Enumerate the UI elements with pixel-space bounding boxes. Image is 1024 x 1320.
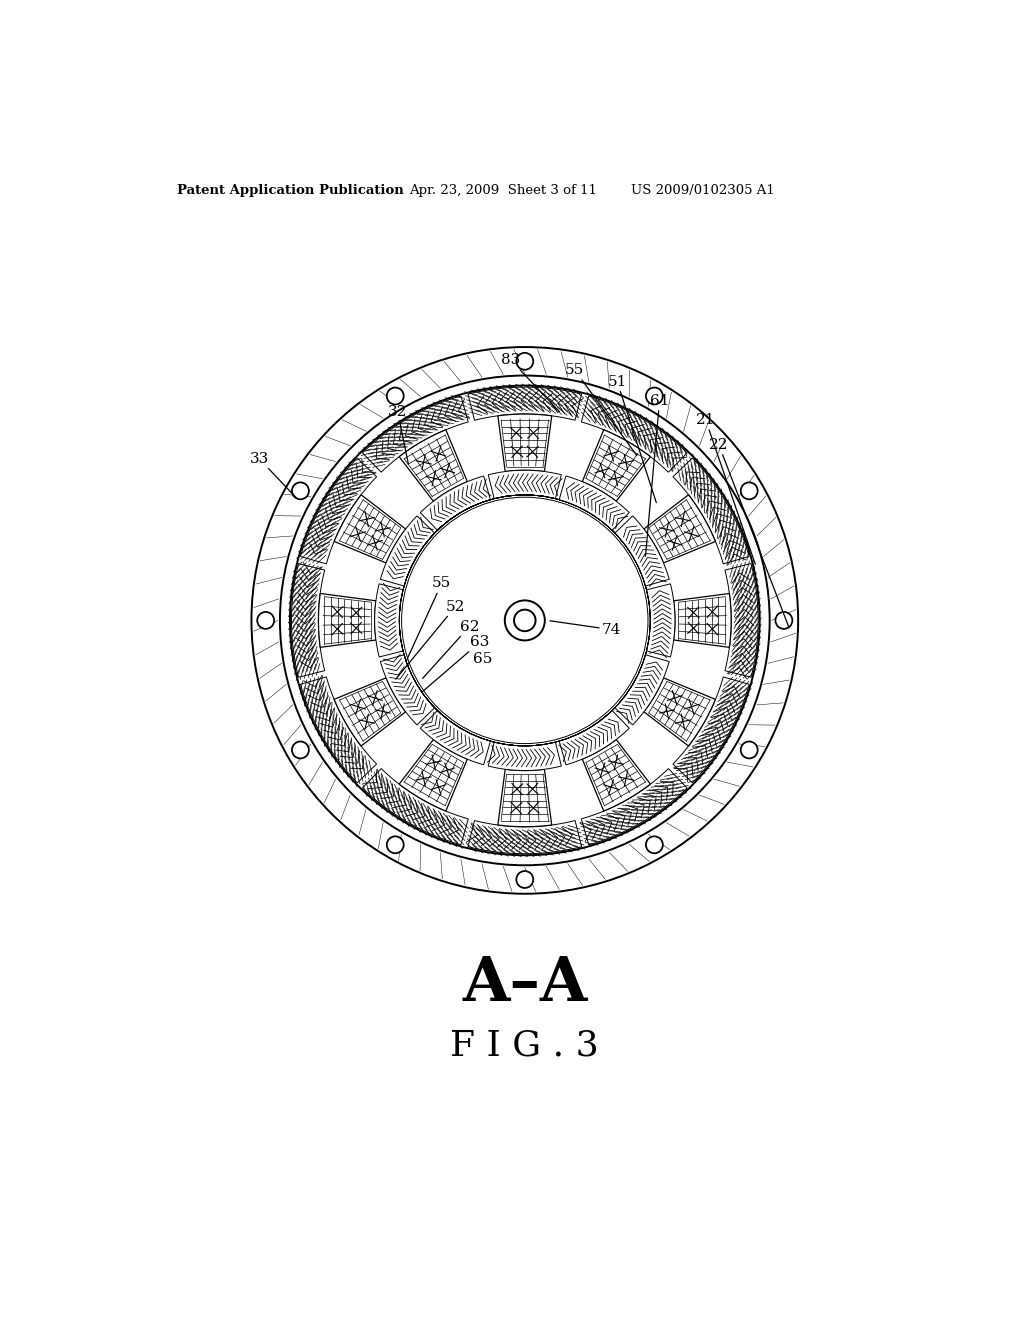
Polygon shape	[488, 742, 561, 771]
Polygon shape	[420, 710, 490, 764]
Polygon shape	[673, 677, 750, 783]
Circle shape	[775, 612, 793, 628]
Text: 61: 61	[645, 393, 670, 556]
Polygon shape	[725, 564, 758, 677]
Polygon shape	[582, 396, 687, 473]
Text: Apr. 23, 2009  Sheet 3 of 11: Apr. 23, 2009 Sheet 3 of 11	[410, 185, 597, 197]
Polygon shape	[334, 678, 406, 746]
Circle shape	[292, 482, 309, 499]
Circle shape	[740, 742, 758, 759]
Polygon shape	[583, 430, 650, 502]
Polygon shape	[646, 583, 675, 657]
Polygon shape	[644, 678, 716, 746]
Polygon shape	[420, 477, 490, 531]
Polygon shape	[399, 430, 467, 502]
Text: 55: 55	[407, 577, 452, 661]
Polygon shape	[498, 770, 552, 826]
Circle shape	[280, 376, 770, 866]
Polygon shape	[300, 458, 377, 564]
Polygon shape	[615, 516, 670, 586]
Polygon shape	[582, 768, 687, 845]
Circle shape	[646, 837, 663, 853]
Polygon shape	[498, 414, 552, 471]
Polygon shape	[559, 710, 630, 764]
Polygon shape	[468, 387, 582, 420]
Polygon shape	[615, 655, 670, 725]
Circle shape	[290, 385, 760, 855]
Text: A–A: A–A	[462, 954, 588, 1014]
Circle shape	[516, 871, 534, 888]
Text: 33: 33	[250, 451, 297, 498]
Polygon shape	[318, 594, 376, 647]
Circle shape	[387, 388, 403, 404]
Text: 22: 22	[709, 438, 788, 627]
Text: 52: 52	[395, 599, 465, 680]
Circle shape	[257, 612, 274, 628]
Text: 65: 65	[473, 652, 493, 665]
Polygon shape	[399, 739, 467, 810]
Polygon shape	[362, 768, 468, 845]
Polygon shape	[380, 655, 434, 725]
Text: 55: 55	[565, 363, 637, 455]
Circle shape	[514, 610, 536, 631]
Text: 51: 51	[607, 375, 656, 503]
Polygon shape	[468, 821, 582, 854]
Polygon shape	[644, 495, 716, 562]
Polygon shape	[375, 583, 403, 657]
Polygon shape	[583, 739, 650, 810]
Text: Patent Application Publication: Patent Application Publication	[177, 185, 403, 197]
Polygon shape	[292, 564, 325, 677]
Circle shape	[646, 388, 663, 404]
Circle shape	[252, 347, 798, 894]
Polygon shape	[674, 594, 731, 647]
Text: 63: 63	[422, 635, 489, 692]
Polygon shape	[380, 516, 434, 586]
Circle shape	[505, 601, 545, 640]
Text: 74: 74	[550, 620, 622, 636]
Text: US 2009/0102305 A1: US 2009/0102305 A1	[631, 185, 775, 197]
Text: 21: 21	[696, 413, 756, 565]
Text: 62: 62	[423, 619, 479, 678]
Polygon shape	[362, 396, 468, 473]
Text: 32: 32	[388, 405, 409, 463]
Polygon shape	[488, 470, 561, 499]
Circle shape	[292, 742, 309, 759]
Text: F I G . 3: F I G . 3	[451, 1028, 599, 1063]
Polygon shape	[673, 458, 750, 564]
Polygon shape	[559, 477, 630, 531]
Circle shape	[516, 352, 534, 370]
Circle shape	[387, 837, 403, 853]
Circle shape	[401, 498, 648, 743]
Circle shape	[740, 482, 758, 499]
Text: 83: 83	[502, 354, 559, 412]
Polygon shape	[300, 677, 377, 783]
Polygon shape	[334, 495, 406, 562]
